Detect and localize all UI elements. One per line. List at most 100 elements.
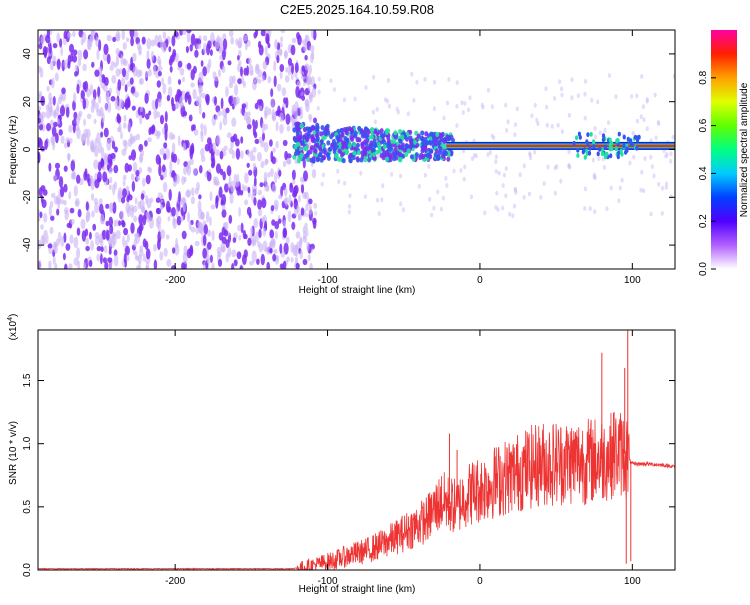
spectrogram-noise-cell (308, 198, 313, 205)
spectrogram-noise-cell (82, 81, 87, 91)
spectrogram-noise-cell (156, 111, 161, 118)
spectrogram-signal-cell (352, 142, 357, 148)
spectrogram-noise-cell (125, 37, 130, 43)
spectrogram-signal-cell (367, 157, 372, 163)
spectrogram-noise-cell (56, 32, 60, 43)
spectrogram-faint-cell (635, 118, 640, 124)
spectrogram-noise-cell (274, 39, 278, 50)
spectrogram-noise-cell (91, 61, 95, 68)
spectrogram-faint-cell (592, 174, 596, 180)
spectrogram-noise-cell (235, 138, 240, 147)
spectrogram-signal-cell (340, 132, 345, 138)
spectrogram-noise-cell (175, 174, 180, 184)
spectrogram-noise-cell (42, 46, 48, 56)
spectrogram-noise-cell (250, 226, 254, 235)
spectrogram-signal-cell (626, 136, 630, 142)
spectrogram-noise-cell (160, 204, 163, 210)
spectrogram-noise-cell (78, 110, 83, 117)
spectrogram-noise-cell (99, 203, 104, 214)
spectrogram-noise-cell (254, 102, 259, 110)
spectrogram-noise-cell (264, 158, 269, 164)
spectrogram-noise-cell (177, 135, 181, 147)
spectrogram-faint-cell (463, 101, 467, 106)
spectrogram-signal-cell (319, 157, 324, 163)
spectrogram-noise-cell (138, 214, 144, 225)
spectrogram-signal-cell (386, 135, 391, 141)
spectrogram-noise-cell (73, 236, 79, 249)
spectrogram-noise-cell (122, 122, 127, 129)
spectrogram-noise-cell (139, 78, 142, 85)
spectrogram-noise-cell (113, 181, 118, 190)
spectrogram-noise-cell (153, 244, 157, 252)
spectrogram-noise-cell (299, 176, 305, 183)
spectrogram-faint-cell (390, 172, 394, 177)
spectrogram-noise-cell (54, 263, 58, 269)
spectrogram-noise-cell (274, 204, 278, 212)
spectrogram-noise-cell (261, 197, 267, 209)
spectrogram-noise-cell (228, 95, 233, 105)
spectrogram-noise-cell (310, 52, 314, 64)
spectrogram-noise-cell (166, 234, 170, 240)
spectrogram-faint-cell (553, 165, 557, 171)
spectrogram-noise-cell (190, 142, 195, 155)
spectrogram-noise-cell (219, 54, 223, 61)
spectrogram-noise-cell (196, 43, 202, 50)
spectrogram-faint-cell (645, 97, 649, 102)
spectrogram-signal-cell (412, 139, 417, 145)
spectrogram-faint-cell (461, 110, 465, 115)
spectrogram-faint-cell (494, 154, 498, 160)
spectrogram-noise-cell (158, 164, 162, 177)
spectrogram-noise-cell (171, 170, 176, 178)
spectrogram-signal-cell (370, 134, 374, 140)
spectrogram-noise-cell (289, 184, 294, 193)
spectrogram-noise-cell (182, 142, 187, 151)
spectrogram-faint-cell (497, 170, 501, 176)
spectrogram-noise-cell (108, 184, 112, 191)
spectrogram-signal-cell (379, 128, 384, 134)
spectrogram-signal-cell (586, 132, 590, 138)
spectrogram-signal-cell (608, 137, 612, 143)
spectrogram-faint-cell (432, 79, 437, 85)
spectrogram-signal-cell (293, 144, 298, 150)
spectrogram-faint-cell (542, 181, 546, 187)
spectrogram-noise-cell (69, 234, 74, 245)
spectrogram-faint-cell (320, 181, 324, 187)
spectrogram-faint-cell (468, 95, 472, 101)
spectrogram-faint-cell (381, 183, 385, 189)
spectrogram-signal-cell (392, 138, 397, 144)
spectrogram-noise-cell (214, 38, 220, 50)
spectrogram-faint-cell (583, 115, 587, 121)
spectrogram-noise-cell (60, 46, 64, 57)
spectrogram-noise-cell (298, 194, 301, 203)
spectrogram-noise-cell (235, 148, 241, 160)
spectrogram-noise-cell (184, 92, 188, 103)
spectrogram-noise-cell (203, 124, 207, 136)
spectrogram-noise-cell (177, 90, 183, 97)
spectrogram-noise-cell (243, 185, 249, 192)
spectrogram-noise-cell (304, 63, 310, 71)
spectrogram-noise-cell (103, 127, 109, 138)
spectrogram-signal-cell (342, 127, 347, 133)
spectrogram-noise-cell (246, 162, 250, 168)
spectrogram-faint-cell (607, 73, 612, 78)
spectrogram-noise-cell (288, 194, 292, 206)
spectrogram-signal-cell (635, 145, 639, 151)
spectrogram-noise-cell (283, 187, 288, 197)
spectrogram-noise-cell (101, 76, 106, 84)
spectrogram-faint-cell (598, 130, 602, 136)
spectrogram-signal-cell (303, 145, 308, 151)
spectrogram-noise-cell (261, 75, 265, 82)
spectrogram-noise-cell (144, 240, 149, 250)
spectrogram-noise-cell (131, 105, 136, 111)
spectrogram-noise-cell (83, 49, 89, 60)
spectrogram-noise-cell (271, 219, 276, 226)
spectrogram-noise-cell (110, 61, 115, 67)
spectrogram-signal-cell (313, 148, 318, 154)
spectrogram-noise-cell (297, 34, 302, 46)
spectrogram-faint-cell (317, 89, 321, 95)
spectrogram-noise-cell (171, 207, 176, 217)
spectrogram-noise-cell (65, 106, 70, 118)
spectrogram-noise-cell (274, 221, 280, 230)
spectrogram-noise-cell (275, 140, 279, 149)
